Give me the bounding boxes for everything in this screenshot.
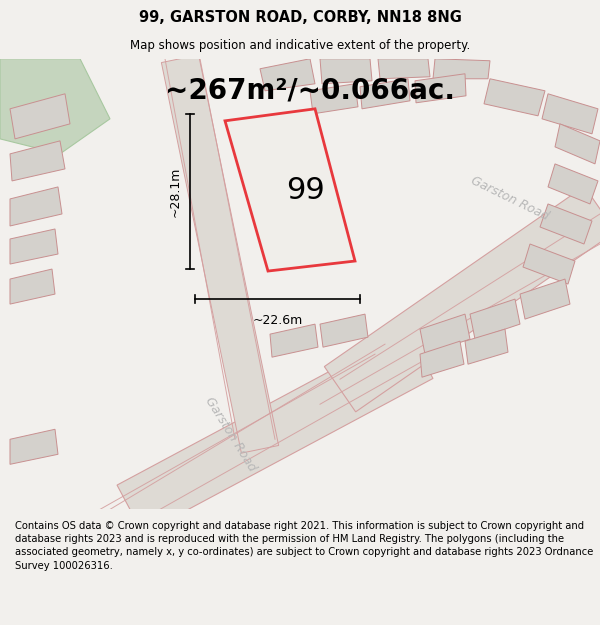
Polygon shape — [10, 269, 55, 304]
Polygon shape — [10, 141, 65, 181]
Polygon shape — [320, 59, 372, 84]
Polygon shape — [420, 314, 470, 354]
Polygon shape — [420, 341, 464, 377]
Polygon shape — [360, 79, 410, 109]
Polygon shape — [161, 55, 278, 453]
Text: Contains OS data © Crown copyright and database right 2021. This information is : Contains OS data © Crown copyright and d… — [15, 521, 593, 571]
Polygon shape — [555, 124, 600, 164]
Polygon shape — [378, 59, 430, 79]
Polygon shape — [540, 204, 592, 244]
Polygon shape — [325, 186, 600, 412]
Text: Garston Road: Garston Road — [469, 174, 551, 223]
Polygon shape — [0, 59, 110, 154]
Polygon shape — [117, 330, 433, 534]
Polygon shape — [548, 164, 598, 204]
Polygon shape — [320, 314, 368, 347]
Text: 99, GARSTON ROAD, CORBY, NN18 8NG: 99, GARSTON ROAD, CORBY, NN18 8NG — [139, 10, 461, 25]
Polygon shape — [10, 187, 62, 226]
Polygon shape — [542, 94, 598, 134]
Polygon shape — [10, 429, 58, 464]
Polygon shape — [310, 84, 358, 114]
Polygon shape — [433, 59, 490, 79]
Polygon shape — [465, 329, 508, 364]
Polygon shape — [270, 324, 318, 357]
Polygon shape — [10, 229, 58, 264]
Polygon shape — [225, 109, 355, 271]
Polygon shape — [523, 244, 575, 284]
Polygon shape — [520, 279, 570, 319]
Text: Garston Road: Garston Road — [202, 395, 258, 474]
Text: ~22.6m: ~22.6m — [253, 314, 302, 327]
Text: Map shows position and indicative extent of the property.: Map shows position and indicative extent… — [130, 39, 470, 52]
Polygon shape — [470, 299, 520, 339]
Polygon shape — [484, 79, 545, 116]
Polygon shape — [260, 59, 315, 91]
Text: 99: 99 — [286, 176, 325, 205]
Polygon shape — [415, 74, 466, 102]
Text: ~28.1m: ~28.1m — [169, 166, 182, 217]
Text: ~267m²/~0.066ac.: ~267m²/~0.066ac. — [165, 77, 455, 105]
Polygon shape — [10, 94, 70, 139]
